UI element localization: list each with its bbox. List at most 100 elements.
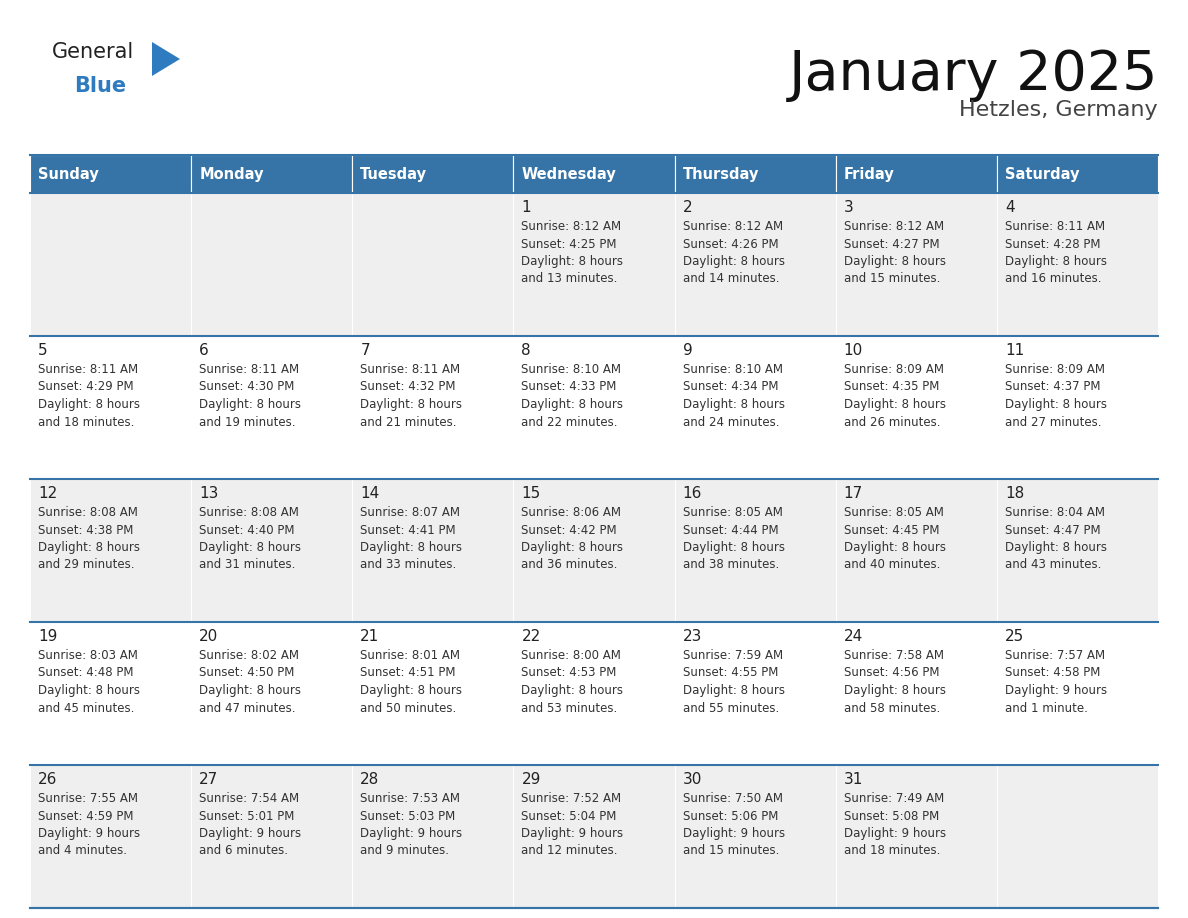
Text: Wednesday: Wednesday [522,166,617,182]
Text: Daylight: 9 hours: Daylight: 9 hours [200,827,302,840]
Text: Sunrise: 8:05 AM: Sunrise: 8:05 AM [683,506,783,519]
Text: Sunrise: 8:10 AM: Sunrise: 8:10 AM [522,363,621,376]
Text: and 24 minutes.: and 24 minutes. [683,416,779,429]
Bar [30,336,191,479]
Text: Sunrise: 7:59 AM: Sunrise: 7:59 AM [683,649,783,662]
Text: Sunset: 4:37 PM: Sunset: 4:37 PM [1005,380,1100,394]
Bar [997,479,1158,622]
Text: Monday: Monday [200,166,264,182]
Text: Daylight: 8 hours: Daylight: 8 hours [843,398,946,411]
Text: Daylight: 8 hours: Daylight: 8 hours [38,398,140,411]
Text: Sunrise: 7:53 AM: Sunrise: 7:53 AM [360,792,460,805]
Text: Sunday: Sunday [38,166,99,182]
Text: 18: 18 [1005,486,1024,501]
Text: and 36 minutes.: and 36 minutes. [522,558,618,572]
Text: 5: 5 [38,343,48,358]
Text: and 15 minutes.: and 15 minutes. [843,273,940,285]
Text: Daylight: 8 hours: Daylight: 8 hours [360,684,462,697]
Text: Sunrise: 8:05 AM: Sunrise: 8:05 AM [843,506,943,519]
Text: Sunrise: 8:01 AM: Sunrise: 8:01 AM [360,649,460,662]
Text: and 21 minutes.: and 21 minutes. [360,416,456,429]
Text: Sunset: 4:27 PM: Sunset: 4:27 PM [843,238,940,251]
Text: 26: 26 [38,772,57,787]
Text: and 12 minutes.: and 12 minutes. [522,845,618,857]
Bar [30,155,191,193]
Text: Sunset: 4:47 PM: Sunset: 4:47 PM [1005,523,1100,536]
Text: Daylight: 8 hours: Daylight: 8 hours [683,541,784,554]
Text: 23: 23 [683,629,702,644]
Text: Daylight: 8 hours: Daylight: 8 hours [522,255,624,268]
Text: Sunset: 4:28 PM: Sunset: 4:28 PM [1005,238,1100,251]
Bar [191,622,353,765]
Text: Sunset: 4:25 PM: Sunset: 4:25 PM [522,238,617,251]
Text: Thursday: Thursday [683,166,759,182]
Text: Daylight: 8 hours: Daylight: 8 hours [843,684,946,697]
Text: Sunrise: 7:52 AM: Sunrise: 7:52 AM [522,792,621,805]
Text: 21: 21 [360,629,379,644]
Bar [353,155,513,193]
Text: 14: 14 [360,486,379,501]
Text: Daylight: 8 hours: Daylight: 8 hours [360,398,462,411]
Text: Daylight: 9 hours: Daylight: 9 hours [683,827,785,840]
Text: Sunrise: 8:09 AM: Sunrise: 8:09 AM [1005,363,1105,376]
Text: Sunset: 4:51 PM: Sunset: 4:51 PM [360,666,456,679]
Text: Sunrise: 8:07 AM: Sunrise: 8:07 AM [360,506,460,519]
Text: and 14 minutes.: and 14 minutes. [683,273,779,285]
Text: and 9 minutes.: and 9 minutes. [360,845,449,857]
Text: Sunset: 4:30 PM: Sunset: 4:30 PM [200,380,295,394]
Text: and 33 minutes.: and 33 minutes. [360,558,456,572]
Text: 31: 31 [843,772,864,787]
Bar [835,193,997,336]
Text: Sunrise: 8:04 AM: Sunrise: 8:04 AM [1005,506,1105,519]
Text: Daylight: 8 hours: Daylight: 8 hours [683,255,784,268]
Bar [835,765,997,908]
Text: and 27 minutes.: and 27 minutes. [1005,416,1101,429]
Bar [675,336,835,479]
Text: Daylight: 9 hours: Daylight: 9 hours [522,827,624,840]
Bar [191,479,353,622]
Text: 16: 16 [683,486,702,501]
Bar [835,155,997,193]
Bar [675,155,835,193]
Text: and 18 minutes.: and 18 minutes. [843,845,940,857]
Text: Sunset: 4:29 PM: Sunset: 4:29 PM [38,380,133,394]
Text: 25: 25 [1005,629,1024,644]
Bar [835,336,997,479]
Bar [191,155,353,193]
Text: Daylight: 8 hours: Daylight: 8 hours [200,541,301,554]
Text: Daylight: 8 hours: Daylight: 8 hours [200,684,301,697]
Bar [353,193,513,336]
Bar [513,479,675,622]
Text: and 15 minutes.: and 15 minutes. [683,845,779,857]
Text: Daylight: 8 hours: Daylight: 8 hours [522,541,624,554]
Text: 6: 6 [200,343,209,358]
Text: Sunset: 4:33 PM: Sunset: 4:33 PM [522,380,617,394]
Text: 17: 17 [843,486,862,501]
Text: and 45 minutes.: and 45 minutes. [38,701,134,714]
Text: Sunrise: 7:57 AM: Sunrise: 7:57 AM [1005,649,1105,662]
Text: and 40 minutes.: and 40 minutes. [843,558,940,572]
Text: Sunset: 4:26 PM: Sunset: 4:26 PM [683,238,778,251]
Text: Daylight: 8 hours: Daylight: 8 hours [522,398,624,411]
Text: 3: 3 [843,200,853,215]
Text: Sunset: 4:50 PM: Sunset: 4:50 PM [200,666,295,679]
Text: Sunrise: 8:08 AM: Sunrise: 8:08 AM [38,506,138,519]
Text: Daylight: 8 hours: Daylight: 8 hours [843,541,946,554]
Text: and 4 minutes.: and 4 minutes. [38,845,127,857]
Text: Daylight: 8 hours: Daylight: 8 hours [683,684,784,697]
Text: and 47 minutes.: and 47 minutes. [200,701,296,714]
Text: Sunset: 4:44 PM: Sunset: 4:44 PM [683,523,778,536]
Text: and 1 minute.: and 1 minute. [1005,701,1088,714]
Text: Daylight: 9 hours: Daylight: 9 hours [360,827,462,840]
Text: and 43 minutes.: and 43 minutes. [1005,558,1101,572]
Bar [353,622,513,765]
Text: 8: 8 [522,343,531,358]
Bar [353,765,513,908]
Text: Sunset: 4:55 PM: Sunset: 4:55 PM [683,666,778,679]
Text: Sunrise: 8:11 AM: Sunrise: 8:11 AM [200,363,299,376]
Text: Sunrise: 8:12 AM: Sunrise: 8:12 AM [522,220,621,233]
Text: Sunrise: 8:11 AM: Sunrise: 8:11 AM [360,363,461,376]
Text: Sunset: 5:03 PM: Sunset: 5:03 PM [360,810,455,823]
Text: Sunrise: 8:03 AM: Sunrise: 8:03 AM [38,649,138,662]
Bar [997,765,1158,908]
